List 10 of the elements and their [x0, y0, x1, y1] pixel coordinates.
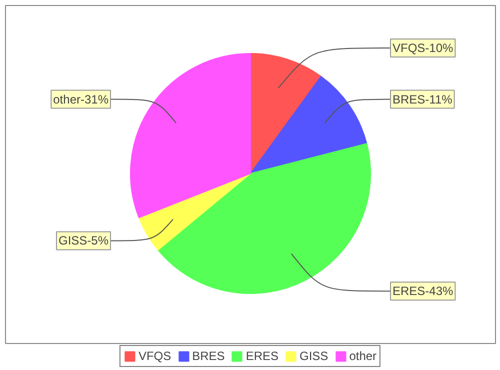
data-label: BRES-11%	[392, 92, 453, 106]
legend-label: BRES	[192, 349, 225, 363]
legend-label: GISS	[300, 349, 328, 363]
data-label: GISS-5%	[58, 234, 109, 248]
data-label: other-31%	[53, 92, 109, 106]
legend-label: VFQS	[138, 349, 172, 363]
legend-label: other	[349, 349, 377, 363]
legend-label: ERES	[246, 349, 278, 363]
data-label: ERES-43%	[392, 284, 454, 298]
data-label: VFQS-10%	[392, 40, 454, 55]
